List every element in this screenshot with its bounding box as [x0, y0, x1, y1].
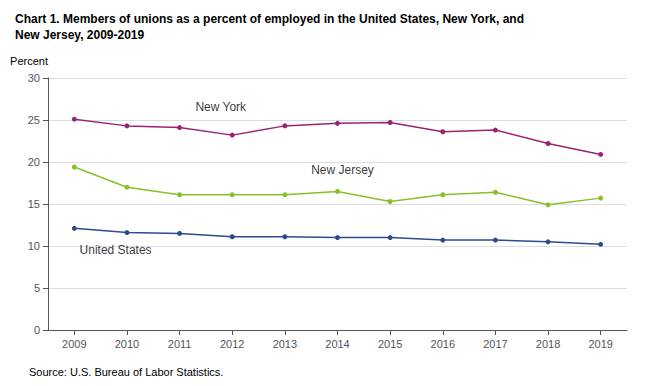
svg-text:20: 20	[28, 156, 40, 168]
svg-text:10: 10	[28, 240, 40, 252]
svg-text:United States: United States	[80, 243, 152, 257]
svg-text:30: 30	[28, 72, 40, 84]
svg-text:New York: New York	[195, 100, 247, 114]
svg-text:Source: U.S. Bureau of Labor S: Source: U.S. Bureau of Labor Statistics.	[29, 366, 223, 378]
svg-text:2009: 2009	[62, 338, 86, 350]
svg-text:2010: 2010	[115, 338, 139, 350]
svg-text:2015: 2015	[378, 338, 402, 350]
svg-text:5: 5	[34, 282, 40, 294]
svg-text:2013: 2013	[273, 338, 297, 350]
svg-text:Percent: Percent	[10, 55, 48, 67]
svg-text:New Jersey: New Jersey	[311, 163, 374, 177]
svg-text:2012: 2012	[220, 338, 244, 350]
svg-text:2018: 2018	[536, 338, 560, 350]
svg-text:2017: 2017	[483, 338, 507, 350]
svg-text:15: 15	[28, 198, 40, 210]
svg-text:0: 0	[34, 324, 40, 336]
svg-text:2014: 2014	[325, 338, 349, 350]
svg-text:Chart 1. Members of unions as: Chart 1. Members of unions as a percent …	[15, 12, 524, 26]
svg-text:New Jersey, 2009-2019: New Jersey, 2009-2019	[15, 28, 145, 42]
svg-text:2011: 2011	[168, 338, 192, 350]
svg-text:25: 25	[28, 114, 40, 126]
svg-text:2016: 2016	[431, 338, 455, 350]
svg-text:2019: 2019	[588, 338, 612, 350]
